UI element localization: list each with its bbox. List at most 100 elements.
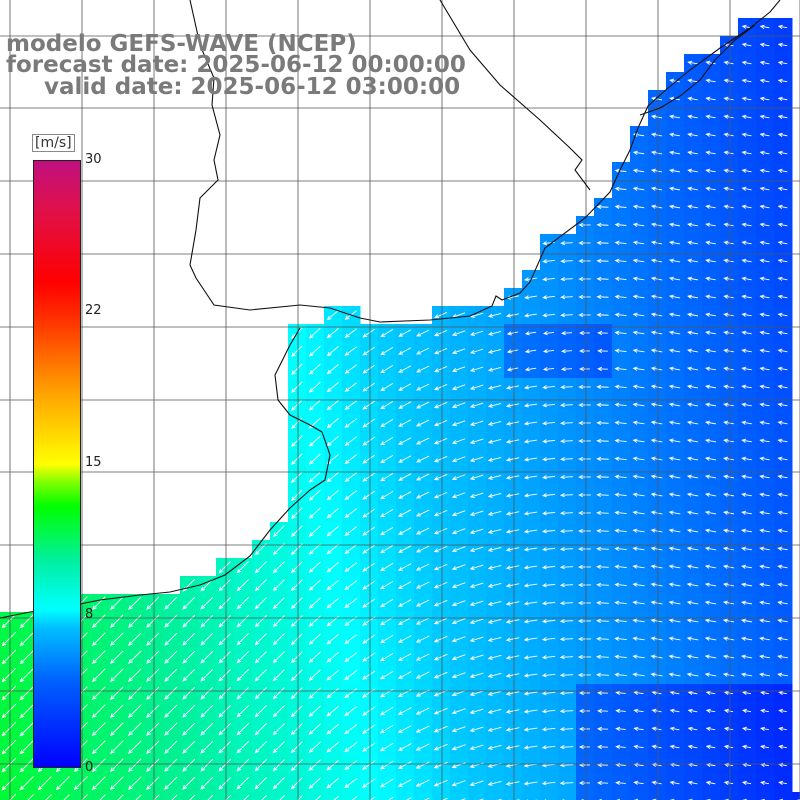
wind-arrow [505,421,520,426]
wind-arrow [723,222,734,227]
wind-arrow [542,295,555,300]
wind-arrow [9,793,17,800]
wind-arrow [559,781,574,786]
wind-arrow [146,632,160,646]
wind-arrow [668,600,681,605]
wind-arrow [487,474,502,480]
wind-arrow [741,600,753,605]
wind-arrow [650,168,663,173]
wind-arrow [362,652,376,662]
wind-arrow [254,615,267,628]
wind-arrow [487,403,502,408]
wind-arrow [487,349,502,354]
wind-arrow [740,636,753,641]
wind-arrow [669,204,681,209]
wind-arrow [272,687,285,700]
wind-arrow [705,222,716,227]
wind-arrow [153,794,160,800]
wind-arrow [777,330,788,335]
wind-arrow [351,796,358,800]
wind-arrow [741,312,752,317]
wind-arrow [651,708,662,713]
wind-arrow [759,330,770,335]
wind-arrow [777,492,788,497]
wind-cell [468,792,487,800]
wind-arrow [290,453,303,466]
wind-arrow [759,636,770,641]
wind-arrow [451,600,466,607]
wind-arrow [254,723,267,736]
wind-arrow [344,382,357,392]
wind-arrow [650,330,663,335]
wind-arrow [218,704,232,718]
wind-arrow [200,776,214,790]
wind-arrow [380,508,394,518]
wind-arrow [290,777,303,790]
wind-arrow [759,186,770,191]
wind-arrow [1,775,17,791]
wind-arrow [686,456,699,461]
wind-arrow [722,582,735,587]
wind-arrow [614,312,627,317]
wind-arrow [308,345,321,357]
wind-arrow [487,744,502,750]
wind-arrow [686,420,699,425]
wind-arrow [433,725,448,733]
wind-cell [450,792,469,800]
wind-arrow [596,204,609,210]
wind-arrow [506,313,520,318]
wind-arrow [146,596,160,610]
wind-arrow [686,330,699,335]
wind-arrow [686,510,699,515]
wind-arrow [596,564,609,570]
wind-cell [756,792,775,800]
wind-cell [558,792,577,800]
wind-arrow [723,258,734,263]
wind-arrow [1,757,17,773]
wind-arrow [524,313,537,318]
wind-arrow [650,654,663,659]
wind-arrow [759,420,770,425]
wind-arrow [182,632,196,646]
wind-arrow [505,457,520,462]
wind-arrow [760,744,769,750]
wind-arrow [559,582,574,588]
wind-arrow [254,705,267,718]
wind-arrow [705,384,717,389]
wind-arrow [109,758,124,773]
wind-arrow [236,561,249,574]
wind-arrow [109,776,124,791]
wind-arrow [362,436,376,446]
wind-arrow [723,456,734,461]
wind-arrow [308,435,321,447]
wind-arrow [777,456,788,461]
wind-arrow [705,312,716,317]
wind-arrow [469,438,484,444]
wind-arrow [344,364,357,374]
wind-arrow [236,758,250,772]
wind-arrow [578,492,591,498]
wind-arrow [723,186,734,191]
wind-arrow [687,150,698,155]
wind-arrow [669,168,681,173]
wind-arrow [505,385,520,390]
wind-arrow [1,632,16,647]
wind-arrow [92,596,106,610]
wind-arrow [596,618,609,624]
wind-arrow [777,312,788,317]
wind-arrow [705,96,716,101]
wind-arrow [505,565,520,570]
wind-arrow [668,312,681,317]
wind-arrow [560,402,573,408]
wind-arrow [344,760,358,771]
wind-arrow [398,401,412,409]
wind-arrow [469,528,484,534]
wind-arrow [380,598,394,608]
wind-arrow [362,724,376,734]
wind-arrow [559,727,574,732]
wind-arrow [596,528,609,534]
wind-arrow [451,690,466,697]
wind-arrow [308,543,321,555]
wind-arrow [760,726,769,732]
wind-arrow [290,525,303,538]
